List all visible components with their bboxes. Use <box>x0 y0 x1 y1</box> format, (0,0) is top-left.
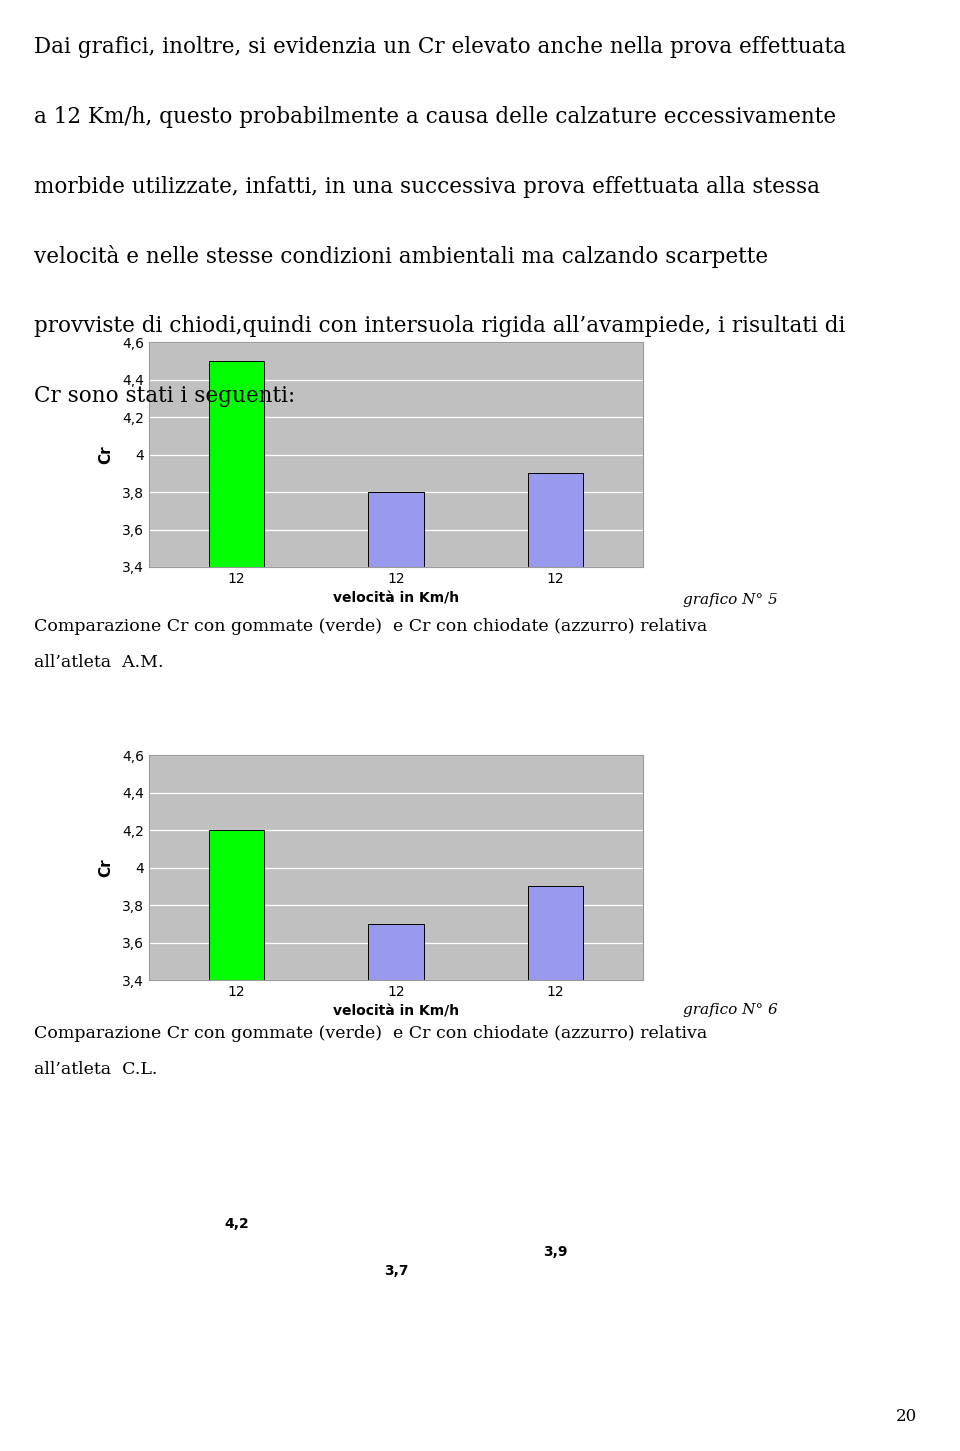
X-axis label: velocità in Km/h: velocità in Km/h <box>333 592 459 605</box>
Y-axis label: Cr: Cr <box>99 445 113 464</box>
Bar <box>368 924 424 1451</box>
Text: grafico N° 6: grafico N° 6 <box>683 1003 778 1017</box>
Text: velocità e nelle stesse condizioni ambientali ma calzando scarpette: velocità e nelle stesse condizioni ambie… <box>34 245 768 268</box>
X-axis label: velocità in Km/h: velocità in Km/h <box>333 1004 459 1019</box>
Text: Dai grafici, inoltre, si evidenzia un Cr elevato anche nella prova effettuata: Dai grafici, inoltre, si evidenzia un Cr… <box>34 36 846 58</box>
Text: Comparazione Cr con gommate (verde)  e Cr con chiodate (azzurro) relativa: Comparazione Cr con gommate (verde) e Cr… <box>34 618 707 636</box>
Text: all’atleta  A.M.: all’atleta A.M. <box>34 654 163 672</box>
Bar <box>208 361 264 1204</box>
Text: morbide utilizzate, infatti, in una successiva prova effettuata alla stessa: morbide utilizzate, infatti, in una succ… <box>34 176 820 197</box>
Text: 20: 20 <box>896 1407 917 1425</box>
Bar <box>208 830 264 1451</box>
Text: 3,9: 3,9 <box>543 1245 567 1259</box>
Text: 3,9: 3,9 <box>543 831 567 846</box>
Text: all’atleta  C.L.: all’atleta C.L. <box>34 1061 157 1078</box>
Text: 3,8: 3,8 <box>384 842 408 855</box>
Text: 4,5: 4,5 <box>224 775 249 789</box>
Text: Cr sono stati i seguenti:: Cr sono stati i seguenti: <box>34 385 295 406</box>
Text: 3,7: 3,7 <box>384 1264 408 1277</box>
Text: Comparazione Cr con gommate (verde)  e Cr con chiodate (azzurro) relativa: Comparazione Cr con gommate (verde) e Cr… <box>34 1024 707 1042</box>
Text: grafico N° 5: grafico N° 5 <box>683 593 778 607</box>
Bar <box>528 887 584 1451</box>
Text: a 12 Km/h, questo probabilmente a causa delle calzature eccessivamente: a 12 Km/h, questo probabilmente a causa … <box>34 106 836 128</box>
Y-axis label: Cr: Cr <box>99 858 113 876</box>
Bar <box>368 492 424 1204</box>
Text: 4,2: 4,2 <box>224 1216 249 1230</box>
Text: provviste di chiodi,quindi con intersuola rigida all’avampiede, i risultati di: provviste di chiodi,quindi con intersuol… <box>34 315 845 337</box>
Bar <box>528 473 584 1204</box>
